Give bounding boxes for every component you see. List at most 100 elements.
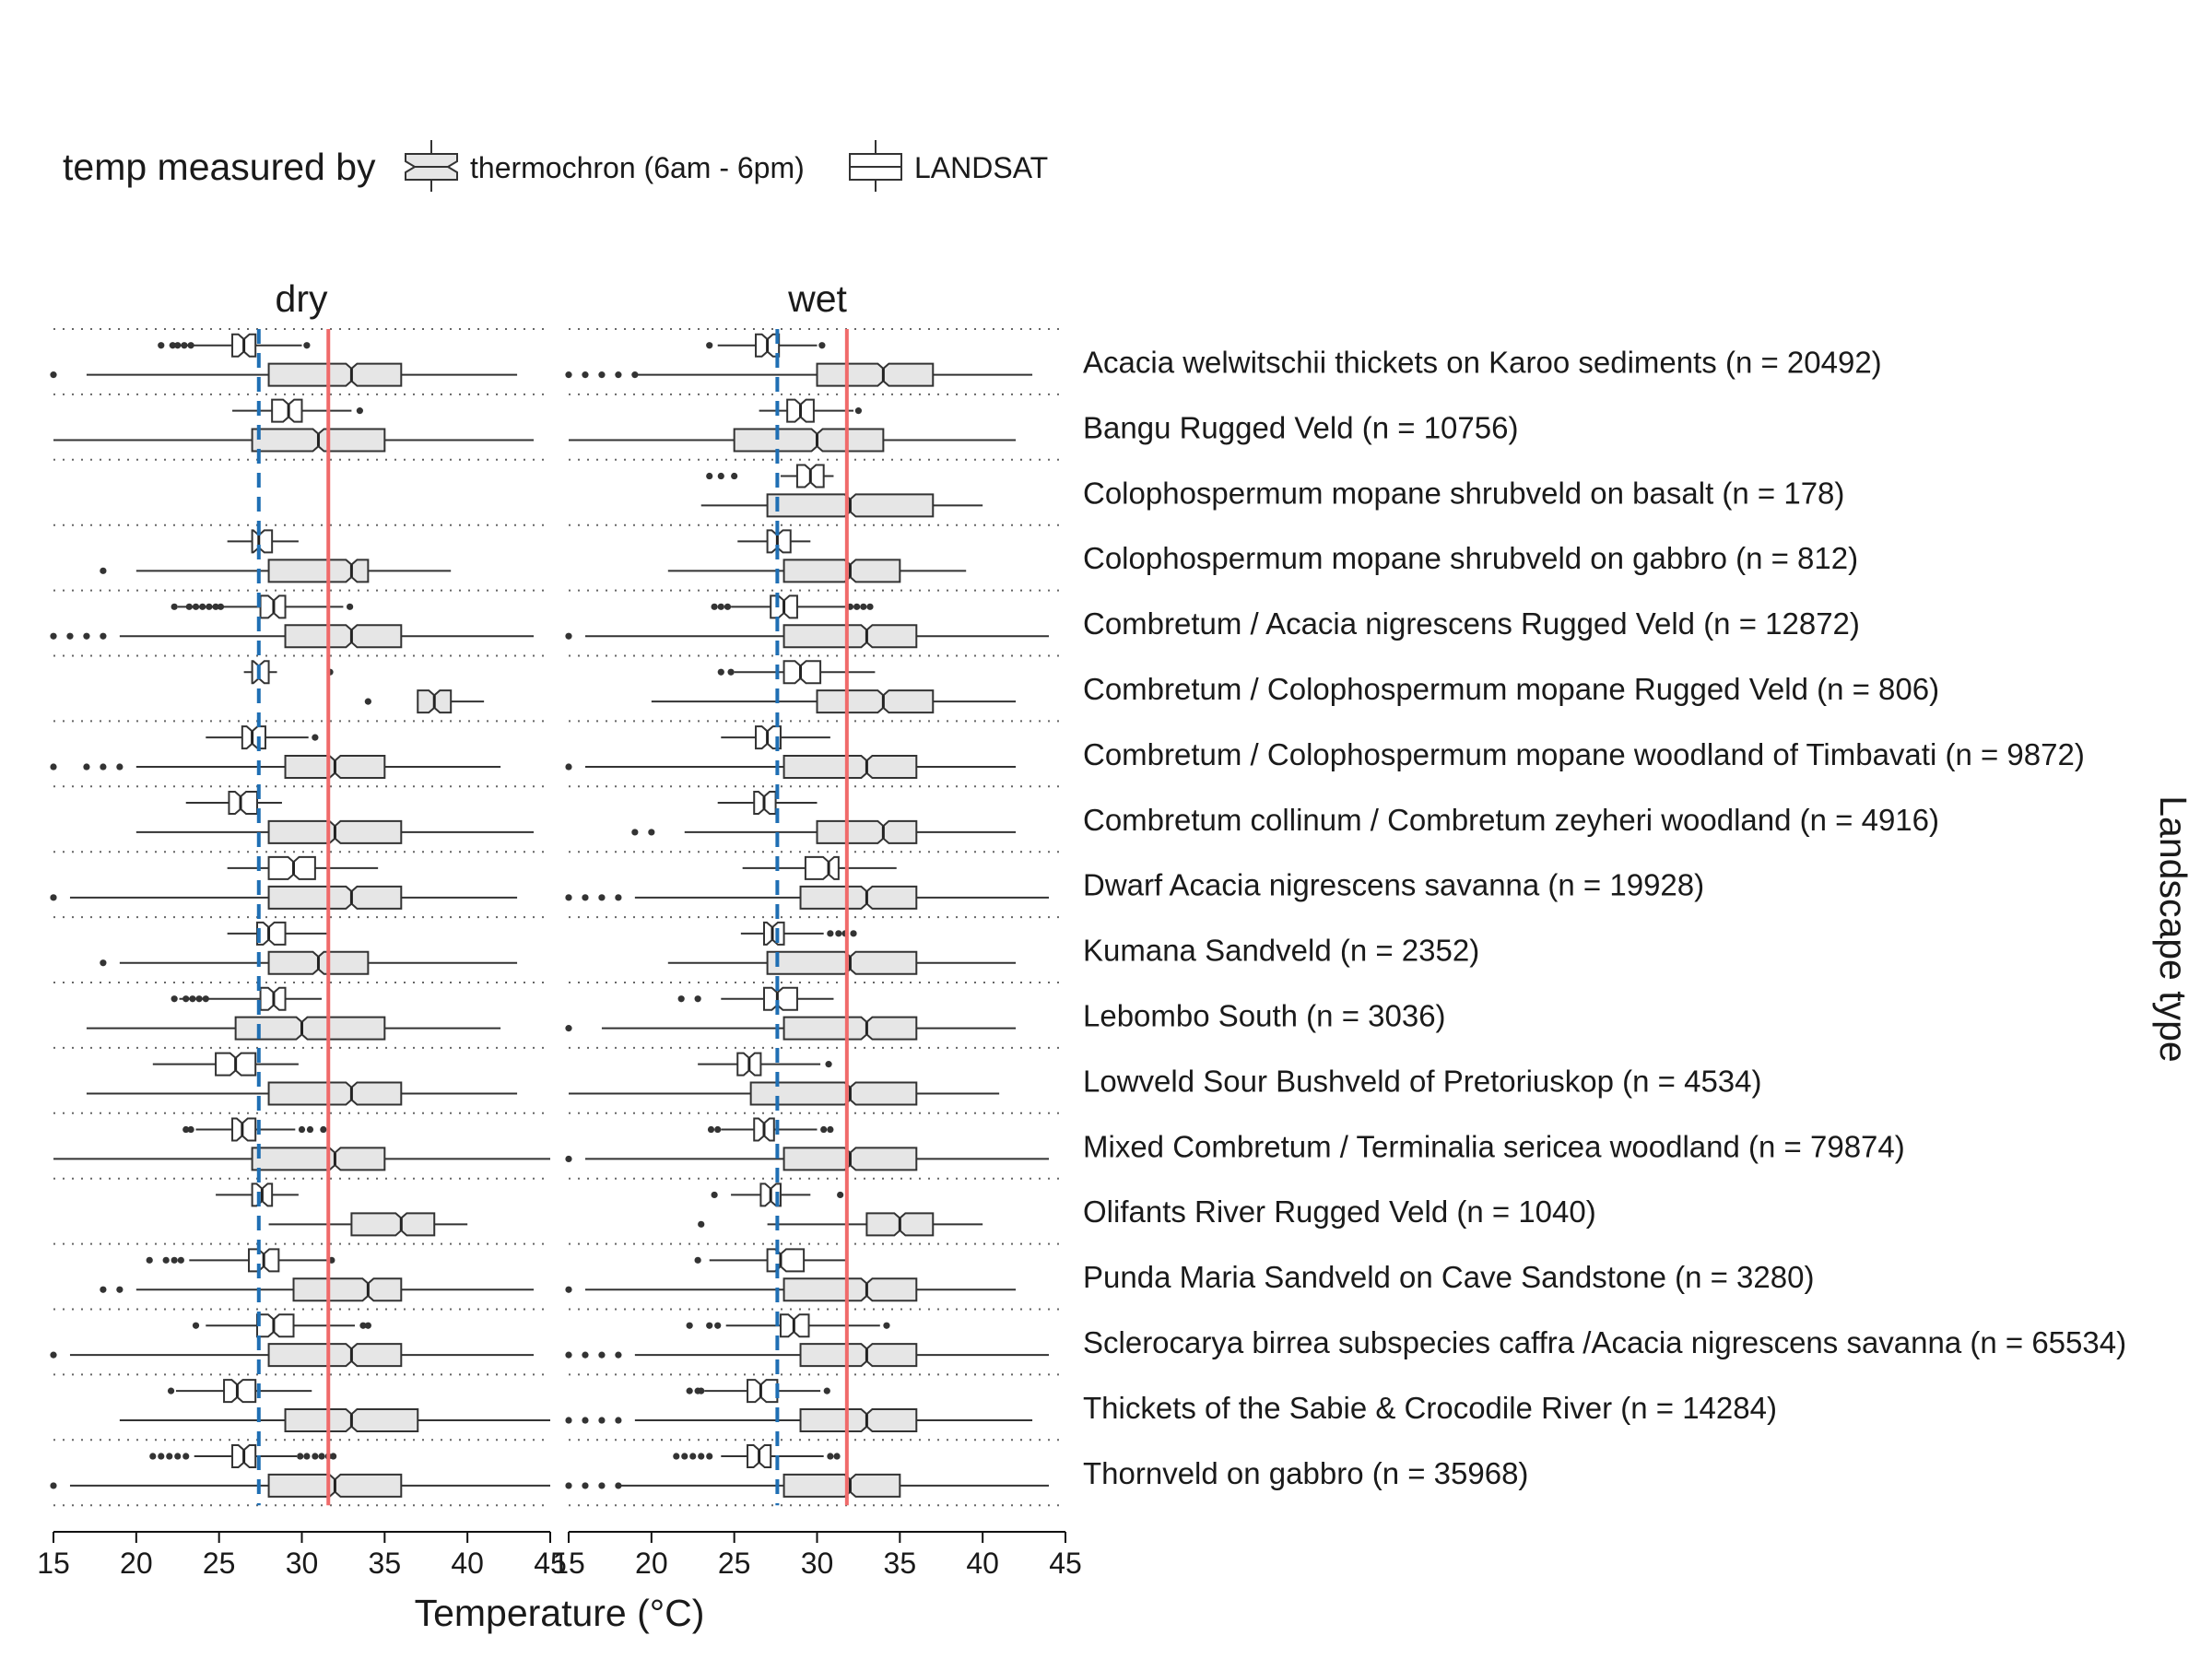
outlier-point [837,1191,844,1199]
outlier-point [169,342,176,349]
outlier-point [171,1256,178,1264]
row-label-11: Lebombo South (n = 3036) [1083,998,1446,1032]
row-labels: Acacia welwitschii thickets on Karoo sed… [1083,345,2126,1489]
thermochron-box-10 [100,950,518,975]
outlier-point [673,1453,680,1460]
thermochron-box-5 [50,624,535,649]
outlier-point [598,371,606,379]
row-label-16: Sclerocarya birrea subspecies caffra /Ac… [1083,1325,2126,1359]
box-body [782,660,822,685]
box-body [267,362,403,387]
legend-label-thermochron: thermochron (6am - 6pm) [470,151,805,184]
outlier-point [162,1256,170,1264]
outlier-point [825,1061,832,1068]
box-body [267,855,316,880]
thermochron-box-11 [86,1016,501,1041]
outlier-point [883,1322,890,1329]
legend-title: temp measured by [63,146,376,188]
outlier-point [192,603,200,610]
outlier-point [615,371,622,379]
outlier-point [707,1125,715,1134]
outlier-point [50,763,57,771]
box-body [782,559,901,583]
row-label-15: Punda Maria Sandveld on Cave Sandstone (… [1083,1260,1814,1294]
thermochron-box-12 [569,1081,1000,1106]
thermochron-box-12 [86,1081,518,1106]
outlier-point [50,1351,57,1359]
outlier-point [818,342,826,349]
row-label-8: Combretum collinum / Combretum zeyheri w… [1083,803,1939,837]
outlier-point [694,995,701,1003]
outlier-point [711,1191,718,1199]
box-body [267,1343,403,1368]
outlier-point [182,995,190,1003]
outlier-point [717,472,724,480]
outlier-point [100,959,107,967]
thermochron-box-13 [53,1147,550,1171]
outlier-point [698,1387,705,1394]
outlier-point [582,894,589,901]
box-body [267,559,370,583]
x-tick-label: 45 [1049,1547,1082,1580]
outlier-point [694,1256,701,1264]
outlier-point [182,1453,190,1460]
outlier-point [187,1125,194,1134]
outlier-point [318,1453,325,1460]
landsat-box-1 [706,333,826,358]
outlier-point [565,763,572,771]
row-label-14: Olifants River Rugged Veld (n = 1040) [1083,1194,1596,1229]
outlier-point [187,342,194,349]
x-tick-label: 20 [120,1547,153,1580]
outlier-point [615,1351,622,1359]
thermochron-box-16 [50,1343,535,1368]
outlier-point [565,1286,572,1293]
outlier-point [50,1482,57,1489]
outlier-point [174,342,182,349]
x-tick-label: 25 [203,1547,236,1580]
landsat-box-17 [686,1379,830,1404]
x-tick-label: 30 [801,1547,834,1580]
legend: temp measured by thermochron (6am - 6pm)… [63,140,1048,192]
outlier-point [185,603,193,610]
outlier-point [359,1322,367,1329]
box-body [782,1473,901,1498]
row-label-9: Dwarf Acacia nigrescens savanna (n = 199… [1083,868,1704,902]
outlier-point [648,829,655,836]
thermochron-box-7 [50,755,501,780]
outlier-point [582,1482,589,1489]
box-body [251,529,274,554]
landsat-box-3 [706,464,834,488]
box-body [816,362,935,387]
box-body [763,921,785,946]
landsat-box-5 [171,594,354,619]
thermochron-box-17 [565,1408,1033,1433]
thermochron-box-6 [364,689,485,714]
outlier-point [706,1322,713,1329]
outlier-point [866,603,874,610]
outlier-point [50,371,57,379]
outlier-point [330,1453,337,1460]
outlier-point [182,1125,190,1134]
thermochron-box-5 [565,624,1050,649]
row-label-10: Kumana Sandveld (n = 2352) [1083,934,1479,968]
thermochron-box-4 [667,559,967,583]
outlier-point [177,1256,184,1264]
outlier-point [827,1453,834,1460]
outlier-point [100,567,107,574]
outlier-point [854,407,863,415]
thermochron-box-15 [100,1277,535,1302]
thermochron-box-1 [50,362,518,387]
x-tick-label: 35 [884,1547,917,1580]
landsat-box-11 [677,986,834,1011]
thermochron-box-7 [565,755,1017,780]
outlier-point [631,829,639,836]
outlier-point [850,930,857,937]
outlier-point [833,1453,841,1460]
outlier-point [631,371,639,379]
landsat-box-12 [152,1052,299,1077]
outlier-point [615,1417,622,1424]
outlier-point [320,1125,327,1134]
row-label-7: Combretum / Colophospermum mopane woodla… [1083,737,2085,771]
outlier-point [565,1417,572,1424]
